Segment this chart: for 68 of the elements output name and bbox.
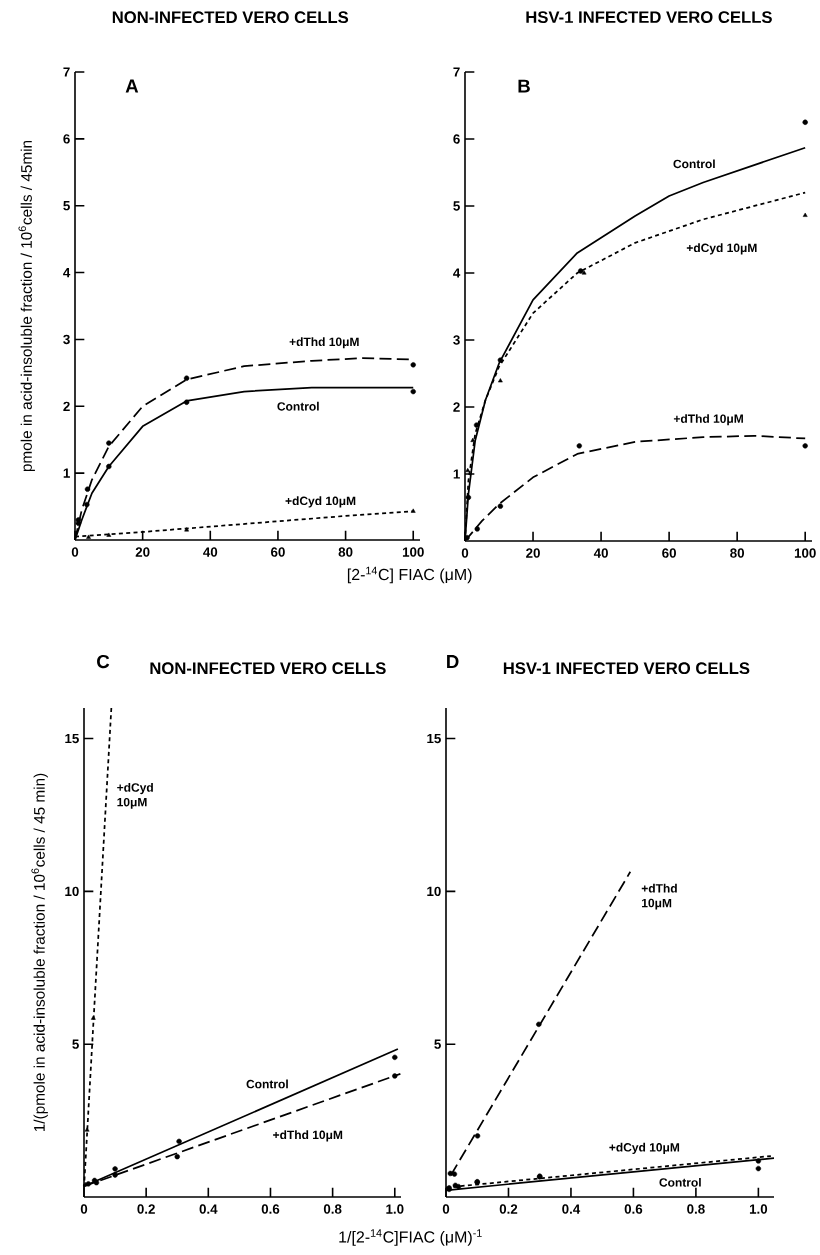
y-tick-label: 4 xyxy=(63,267,71,278)
y-tick-label: 10 xyxy=(65,886,79,897)
x-tick-label: 0.8 xyxy=(687,1204,705,1214)
x-tick-label: 0 xyxy=(442,1204,450,1214)
y-tick-label: 15 xyxy=(65,733,79,744)
x-tick-label: 0.2 xyxy=(499,1204,518,1214)
x-tick-label: 40 xyxy=(203,547,218,557)
y-tick-label: 5 xyxy=(453,201,460,211)
y-axis-title: 1/(pmole in acid-insoluble fraction / 10$^{6}$cells / 45 min) xyxy=(31,773,48,1132)
text: D xyxy=(447,655,459,668)
y-tick-label: 3 xyxy=(63,334,70,345)
x-tick-label: 1.0 xyxy=(749,1204,768,1214)
y-tick-label: 10 xyxy=(427,886,441,897)
series-label: Control xyxy=(246,1079,288,1089)
x-tick-label: 20 xyxy=(135,547,150,557)
series-label: Control xyxy=(673,159,715,169)
x-tick-label: 20 xyxy=(526,548,540,558)
x-tick-label: 60 xyxy=(662,548,676,558)
annotation: A xyxy=(125,79,139,93)
x-tick-label: 0.4 xyxy=(199,1204,218,1214)
x-axis-title: 1/[2-$^{14}$C]FIAC (μM)$^{-1}$ xyxy=(339,1229,482,1246)
series-label: +dCyd 10μM xyxy=(609,1142,680,1154)
chart-title: HSV-1 INFECTED VERO CELLS xyxy=(526,11,772,24)
x-tick-label: 0.6 xyxy=(261,1204,280,1214)
x-axis-title: [2-$^{14}$C] FIAC (μM) xyxy=(347,566,472,584)
x-tick-label: 0 xyxy=(461,548,469,558)
x-tick-label: 80 xyxy=(730,548,745,558)
x-tick-label: 0 xyxy=(80,1204,88,1214)
x-tick-label: 1.0 xyxy=(386,1204,404,1214)
x-tick-label: 0.2 xyxy=(137,1204,155,1214)
y-tick-label: 2 xyxy=(63,401,70,411)
y-axis-title: pmole in acid-insoluble fraction / 10$^{6}$cells / 45min xyxy=(18,140,35,472)
y-tick-label: 6 xyxy=(63,134,70,144)
annotation: B xyxy=(518,79,530,93)
series-label: +dThd 10μM xyxy=(289,337,359,349)
chart-title: NON-INFECTED VERO CELLS xyxy=(150,662,386,675)
y-tick-label: 5 xyxy=(72,1039,79,1049)
x-tick-label: 0.4 xyxy=(562,1204,581,1214)
y-tick-label: 1 xyxy=(453,469,460,479)
series-label: +dThd 10μM xyxy=(673,414,743,426)
y-tick-label: 2 xyxy=(453,402,460,412)
x-tick-label: 80 xyxy=(338,547,353,557)
chart-title: HSV-1 INFECTED VERO CELLS xyxy=(503,662,750,675)
x-tick-label: 0.6 xyxy=(624,1204,643,1214)
series-label: Control xyxy=(277,401,319,411)
series-label: +dCyd 10μM xyxy=(117,782,153,809)
y-tick-label: 1 xyxy=(63,468,70,478)
series-label: +dCyd 10μM xyxy=(686,243,757,255)
y-tick-label: 5 xyxy=(434,1039,441,1049)
y-tick-label: 4 xyxy=(453,268,461,278)
series-label: Control xyxy=(659,1177,701,1187)
x-tick-label: 100 xyxy=(794,548,816,558)
chart-title: NON-INFECTED VERO CELLS xyxy=(112,11,349,24)
y-tick-label: 5 xyxy=(63,201,70,211)
x-tick-label: 0 xyxy=(71,547,79,557)
y-tick-label: 7 xyxy=(453,67,460,77)
y-tick-label: 6 xyxy=(453,134,460,144)
y-tick-label: 15 xyxy=(427,733,441,744)
x-tick-label: 0.8 xyxy=(323,1204,342,1214)
y-tick-label: 7 xyxy=(63,67,70,77)
text: C xyxy=(97,654,110,669)
x-tick-label: 40 xyxy=(593,548,608,558)
x-tick-label: 100 xyxy=(402,547,424,557)
series-label: +dThd 10μM xyxy=(273,1130,343,1142)
y-tick-label: 3 xyxy=(453,335,460,345)
series-label: +dThd 10μM xyxy=(641,883,677,910)
series-label: +dCyd 10μM xyxy=(285,496,356,508)
x-tick-label: 60 xyxy=(271,547,285,557)
